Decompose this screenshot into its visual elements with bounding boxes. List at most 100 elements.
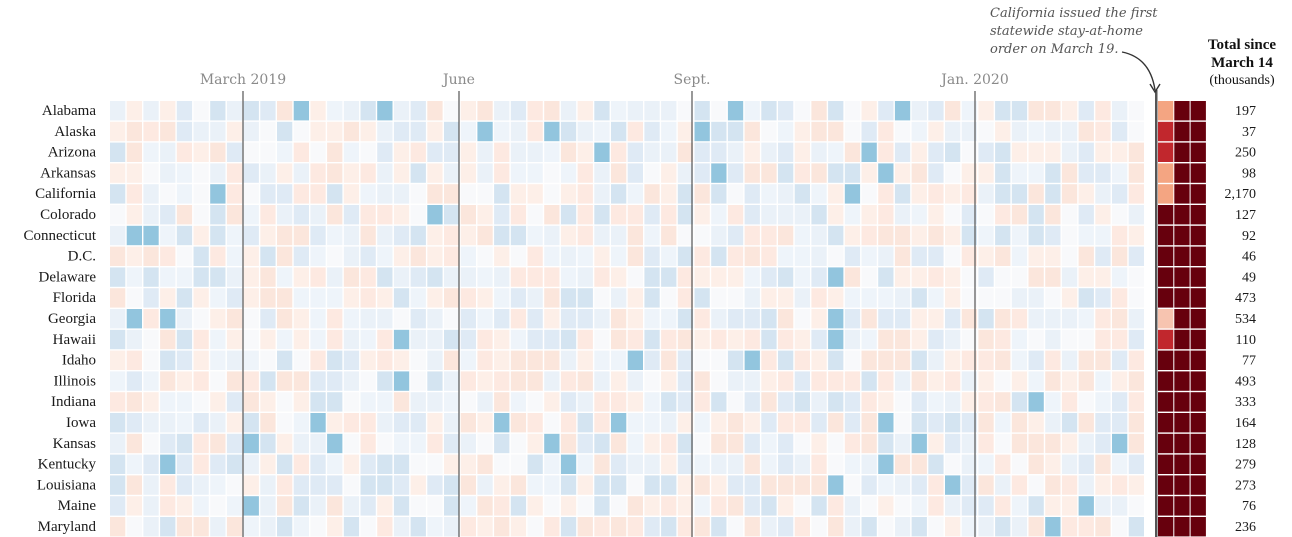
- heatmap-cell: [761, 496, 777, 516]
- heatmap-cell: [878, 163, 894, 183]
- heatmap-cell: [627, 329, 643, 350]
- heatmap-cell: [961, 184, 977, 204]
- month-divider-lines: [242, 90, 1158, 537]
- heatmap-cell: [794, 517, 810, 537]
- heatmap-cell: [844, 121, 861, 142]
- heatmap-cell: [460, 163, 476, 183]
- heatmap-cell: [410, 475, 426, 495]
- heatmap-cell-recent: [1190, 101, 1206, 121]
- heatmap-cell: [794, 163, 810, 183]
- heatmap-cell: [160, 413, 176, 433]
- heatmap-cell: [193, 184, 209, 204]
- heatmap-cell: [226, 475, 243, 495]
- heatmap-cell: [928, 329, 944, 350]
- heatmap-cell: [310, 475, 326, 495]
- heatmap-cell: [210, 496, 226, 516]
- heatmap-cell: [844, 267, 861, 287]
- heatmap-cell: [327, 350, 343, 370]
- heatmap-cell: [210, 517, 226, 537]
- heatmap-cell: [861, 475, 877, 495]
- heatmap-cell: [1028, 288, 1044, 308]
- heatmap-cell: [277, 433, 293, 454]
- heatmap-cell: [594, 142, 610, 162]
- heatmap-cell: [193, 205, 209, 225]
- heatmap-cell: [828, 142, 844, 162]
- heatmap-cell: [711, 350, 727, 370]
- heatmap-cell: [1045, 309, 1061, 329]
- heatmap-cell: [1128, 433, 1144, 454]
- heatmap-cell: [277, 329, 293, 350]
- heatmap-cell: [193, 101, 209, 121]
- heatmap-cell: [828, 309, 844, 329]
- heatmap-cell: [1112, 517, 1128, 537]
- heatmap-cell: [277, 121, 293, 142]
- heatmap-cell: [627, 517, 643, 537]
- heatmap-cell: [594, 517, 610, 537]
- heatmap-cell: [510, 413, 527, 433]
- heatmap-cell: [911, 433, 927, 454]
- heatmap-cell: [293, 246, 309, 266]
- heatmap-cell: [293, 433, 309, 454]
- heatmap-cell: [126, 267, 142, 287]
- heatmap-cell: [243, 350, 259, 370]
- heatmap-cell: [1045, 142, 1061, 162]
- heatmap-cell: [1011, 101, 1028, 121]
- heatmap-cell: [1095, 392, 1111, 412]
- heatmap-cell-march14: [1158, 413, 1174, 433]
- heatmap-cell: [744, 454, 760, 474]
- heatmap-cell: [945, 350, 961, 370]
- heatmap-cell: [594, 475, 610, 495]
- heatmap-cell: [794, 121, 810, 142]
- heatmap-cell: [644, 371, 660, 391]
- heatmap-cell: [377, 475, 393, 495]
- heatmap-cell: [226, 184, 243, 204]
- heatmap-cell: [694, 329, 710, 350]
- heatmap-cell: [193, 121, 209, 142]
- heatmap-cell: [911, 371, 927, 391]
- heatmap-cell: [494, 288, 510, 308]
- heatmap-cell: [243, 475, 259, 495]
- heatmap-cell: [661, 142, 677, 162]
- heatmap-cell: [778, 350, 794, 370]
- heatmap-cell: [160, 475, 176, 495]
- heatmap-cell: [143, 454, 159, 474]
- heatmap-cell: [126, 121, 142, 142]
- heatmap-cell: [961, 371, 977, 391]
- heatmap-cell: [444, 163, 460, 183]
- heatmap-cell: [894, 267, 911, 287]
- heatmap-cell: [243, 454, 259, 474]
- heatmap-cell: [894, 454, 911, 474]
- heatmap-cell-march14: [1158, 267, 1174, 287]
- heatmap-cell: [1128, 309, 1144, 329]
- heatmap-cell: [427, 205, 443, 225]
- heatmap-cell: [1078, 517, 1094, 537]
- heatmap-cell: [343, 246, 360, 266]
- heatmap-cell: [277, 267, 293, 287]
- heatmap-cell: [110, 413, 126, 433]
- heatmap-cell: [761, 329, 777, 350]
- heatmap-cell: [627, 121, 643, 142]
- month-label: March 2019: [200, 72, 286, 88]
- heatmap-cell: [260, 184, 276, 204]
- heatmap-cell: [544, 496, 560, 516]
- heatmap-cell: [494, 205, 510, 225]
- heatmap-cell: [343, 433, 360, 454]
- heatmap-cell-recent: [1190, 329, 1206, 350]
- heatmap-cell: [711, 329, 727, 350]
- heatmap-cell: [277, 163, 293, 183]
- heatmap-cell: [611, 309, 627, 329]
- heatmap-cell: [160, 225, 176, 246]
- heatmap-cell: [327, 225, 343, 246]
- heatmap-cell: [160, 350, 176, 370]
- heatmap-cell: [243, 184, 259, 204]
- heatmap-cell: [778, 475, 794, 495]
- heatmap-cell: [911, 101, 927, 121]
- heatmap-cell: [277, 392, 293, 412]
- heatmap-cell-recent: [1190, 246, 1206, 266]
- heatmap-cell: [677, 329, 694, 350]
- heatmap-cell: [560, 142, 577, 162]
- heatmap-cell: [527, 121, 543, 142]
- heatmap-cell: [1095, 475, 1111, 495]
- heatmap-cell: [1095, 454, 1111, 474]
- heatmap-cell-recent: [1190, 142, 1206, 162]
